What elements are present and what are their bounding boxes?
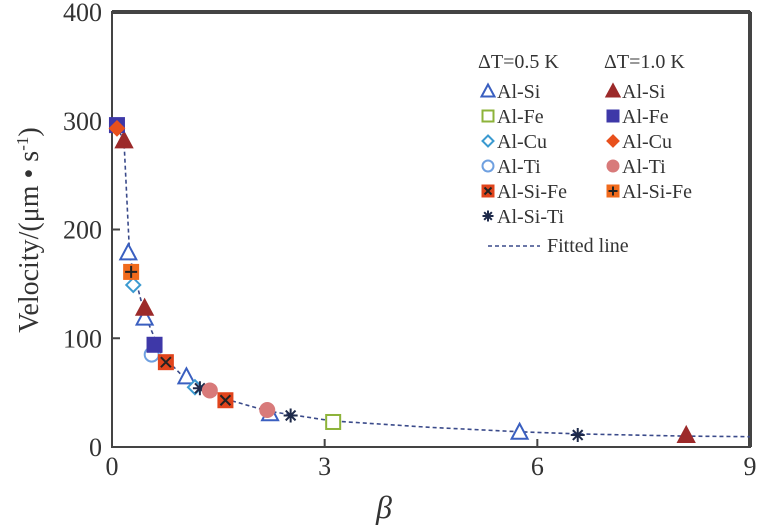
data-point-triangle-filled — [134, 297, 155, 316]
legend-label: Al-Si-Fe — [622, 181, 692, 203]
legend-label: Al-Fe — [497, 106, 544, 128]
y-tick-label: 300 — [63, 107, 102, 136]
data-point-square-open — [325, 413, 342, 430]
legend-marker-square-x-cross — [483, 186, 493, 196]
plot-frame — [111, 11, 751, 448]
y-tick-label: 100 — [63, 324, 102, 353]
data-point-triangle-open — [509, 421, 530, 440]
legend-label: Al-Si — [497, 81, 541, 103]
legend-label: Al-Ti — [622, 156, 666, 178]
legend-marker-square-plus-plus — [608, 186, 618, 196]
x-tick-label: 0 — [106, 452, 119, 481]
legend-header: ΔT=1.0 K — [604, 51, 685, 73]
legend-label: Al-Si-Fe — [497, 181, 567, 203]
legend: ΔT=0.5 K ΔT=1.0 K Al-Si Al-Fe Al-Cu Al-Ti Al-S… — [478, 51, 692, 257]
y-tick-label: 200 — [63, 216, 102, 245]
data-point-triangle-open — [118, 242, 138, 261]
legend-marker-circle-open — [481, 159, 495, 173]
legend-marker-square-filled — [606, 109, 620, 123]
legend-header: ΔT=0.5 K — [478, 51, 559, 73]
y-axis-label: Velocity/(μm • s-1) — [13, 127, 45, 332]
legend-marker-diamond-filled — [606, 134, 620, 148]
data-point-diamond-open — [124, 276, 142, 294]
data-point-circle-filled — [259, 402, 276, 419]
data-point-diamond-filled — [108, 119, 126, 137]
legend-label: Al-Fe — [622, 106, 669, 128]
data-point-square-plus-plus — [125, 265, 138, 278]
data-point-square-x-cross — [219, 394, 232, 406]
x-tick-label: 9 — [744, 452, 757, 481]
legend-label: Al-Ti — [497, 156, 541, 178]
data-point-triangle-open — [176, 366, 197, 385]
data-point-triangle-filled — [114, 130, 134, 149]
legend-label: Al-Cu — [497, 131, 547, 153]
legend-marker-triangle-open — [479, 82, 497, 98]
legend-label: Al-Cu — [622, 131, 672, 153]
legend-label: Al-Si-Ti — [497, 206, 565, 228]
legend-marker-square-open — [481, 109, 495, 123]
axes: 0 3 6 9 0 100 200 300 400 — [63, 0, 757, 481]
data-point-triangle-open — [134, 307, 155, 326]
y-tick-label: 0 — [89, 433, 102, 462]
data-point-square-x-cross — [160, 356, 172, 368]
data-points — [108, 117, 696, 444]
x-tick-label: 3 — [318, 452, 331, 481]
y-tick-label: 400 — [63, 0, 102, 27]
legend-marker-diamond-open — [481, 134, 495, 148]
data-point-circle-filled — [201, 382, 218, 399]
x-tick-label: 6 — [531, 452, 544, 481]
data-point-triangle-filled — [676, 424, 696, 444]
data-point-asterisk — [570, 428, 585, 443]
legend-label: Fitted line — [547, 235, 629, 257]
data-point-square-filled — [146, 336, 163, 353]
legend-marker-asterisk — [482, 210, 494, 222]
x-axis-label: β — [375, 489, 392, 525]
legend-label: Al-Si — [622, 81, 666, 103]
data-point-asterisk — [192, 381, 207, 396]
legend-marker-triangle-filled — [604, 82, 622, 98]
data-point-asterisk — [283, 408, 298, 423]
legend-marker-circle-filled — [606, 159, 620, 173]
